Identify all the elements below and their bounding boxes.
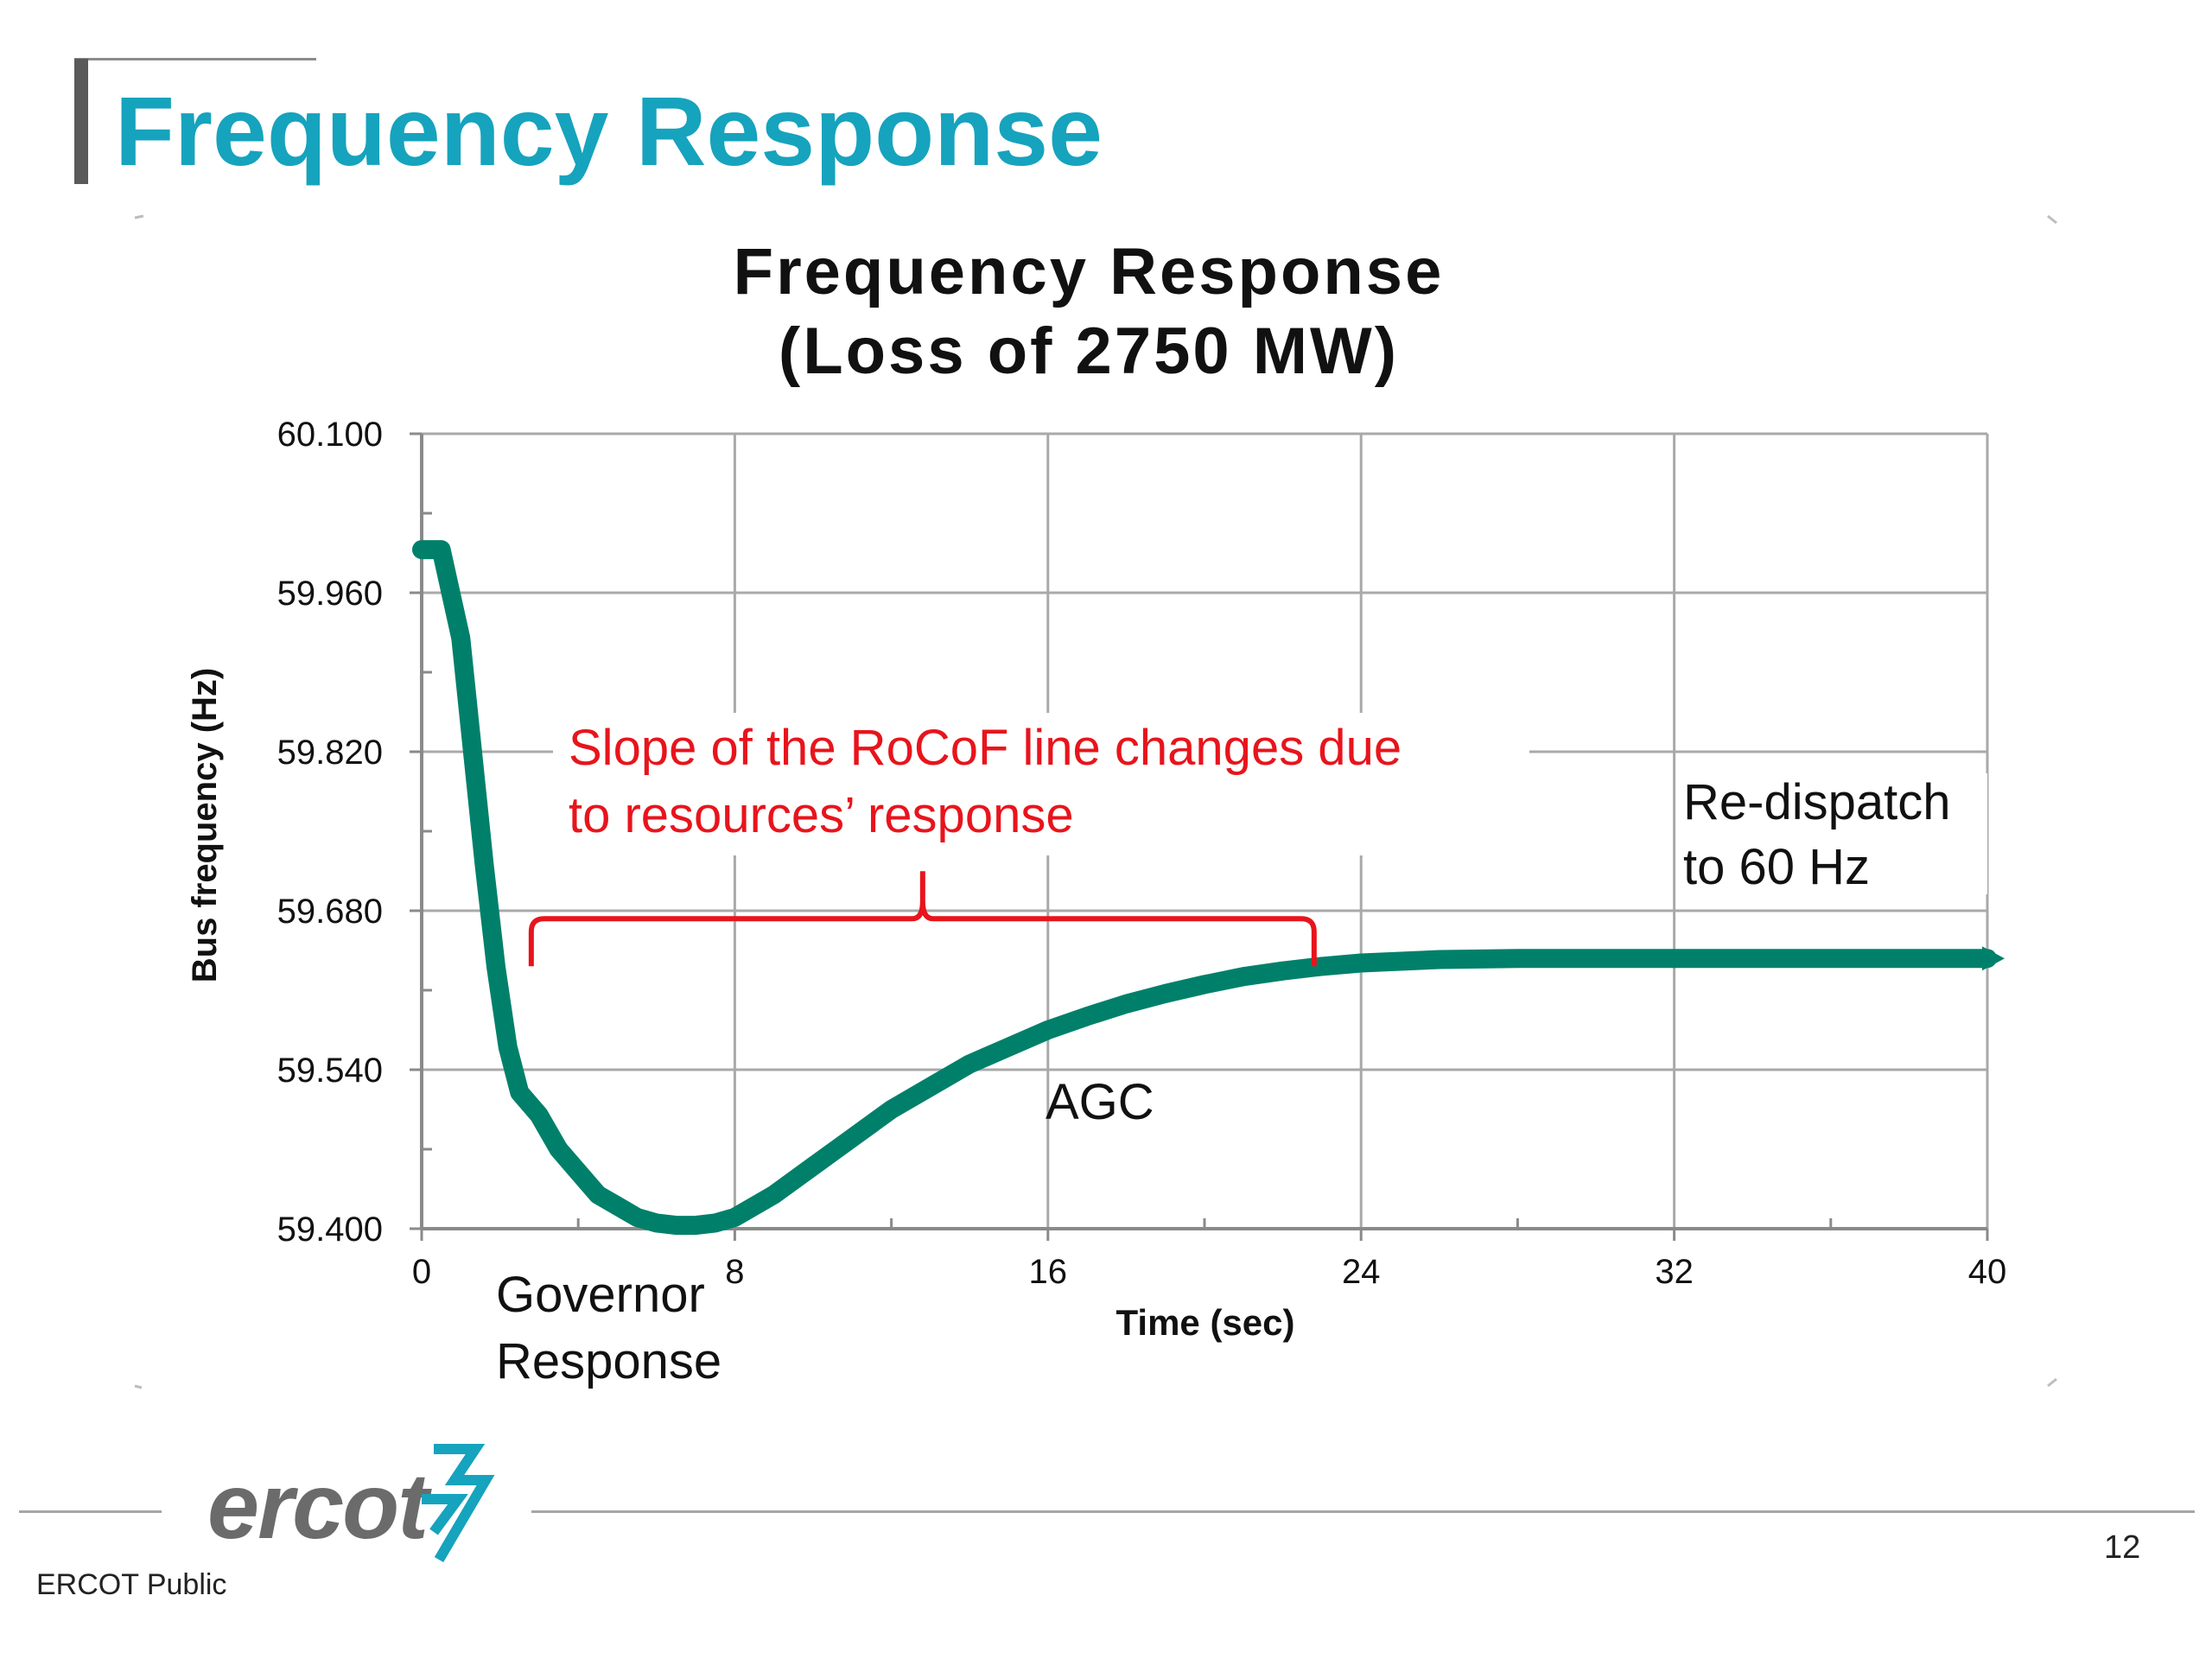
chart-series	[412, 540, 2005, 1236]
series-end-marker	[1982, 946, 2005, 971]
y-axis-label: Bus frequency (Hz)	[186, 668, 224, 983]
governor-annotation-line2: Response	[496, 1333, 721, 1389]
rocof-annotation-line2: to resources’ response	[569, 787, 1074, 843]
chart-title-line2: (Loss of 2750 MW)	[779, 315, 1399, 388]
redispatch-annotation-backdrop	[1676, 773, 1987, 894]
chart-ticks: 0 8 16 24 32 40 59.400 59.540 59.680 59.820 59.960…	[277, 416, 2007, 1291]
agc-annotation: AGC	[1046, 1074, 1154, 1130]
page-number: 12	[2104, 1529, 2141, 1566]
x-tick-label: 0	[412, 1253, 431, 1291]
y-tick-label: 59.680	[277, 893, 383, 931]
governor-annotation-line1: Governor	[496, 1267, 705, 1323]
footer-public-label: ERCOT Public	[36, 1568, 227, 1601]
redispatch-annotation-line1: Re-dispatch	[1683, 774, 1950, 830]
rocof-annotation-line1: Slope of the RoCoF line changes due	[569, 720, 1402, 776]
x-tick-label: 32	[1655, 1253, 1694, 1291]
frequency-series-line	[412, 540, 1997, 1236]
chart-frame-corners	[134, 214, 2057, 1389]
ercot-logo-text: ercot	[207, 1453, 432, 1558]
title-accent-bar	[74, 59, 88, 184]
title-rule	[74, 58, 316, 60]
redispatch-annotation-line2: to 60 Hz	[1683, 839, 1870, 895]
ercot-logo: ercot	[207, 1444, 495, 1563]
footer-divider-right	[531, 1510, 2195, 1513]
y-tick-label: 59.960	[277, 575, 383, 613]
y-tick-label: 59.540	[277, 1052, 383, 1090]
ercot-bolt-icon	[422, 1444, 495, 1563]
x-axis-label: Time (sec)	[1116, 1302, 1295, 1343]
slide-title: Frequency Response	[115, 77, 1103, 186]
x-tick-label: 16	[1029, 1253, 1068, 1291]
x-tick-label: 8	[725, 1253, 744, 1291]
y-tick-label: 60.100	[277, 416, 383, 454]
y-tick-label: 59.400	[277, 1211, 383, 1249]
x-tick-label: 40	[1968, 1253, 2007, 1291]
x-tick-label: 24	[1342, 1253, 1381, 1291]
footer-divider-left	[19, 1510, 162, 1513]
rocof-annotation-backdrop	[553, 713, 1529, 855]
rocof-brace	[528, 871, 1317, 967]
y-tick-label: 59.820	[277, 734, 383, 772]
chart-title-line1: Frequency Response	[734, 235, 1445, 308]
